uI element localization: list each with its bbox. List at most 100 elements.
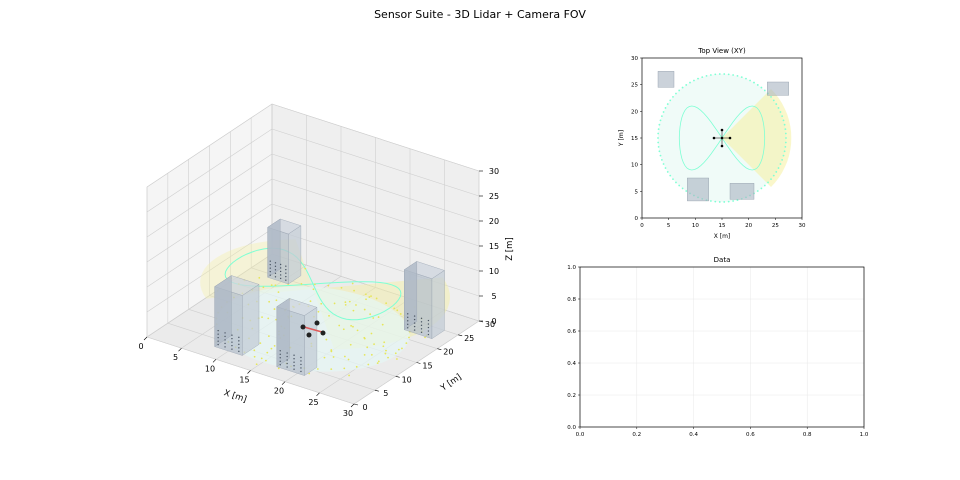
lidar-ring-point [685, 190, 688, 192]
lidar-point [316, 368, 319, 370]
lidar-hit [407, 323, 409, 326]
gridline [271, 103, 480, 172]
lidar-ring-point [657, 132, 660, 135]
lidar-ring-point [772, 99, 775, 102]
lidar-point [353, 289, 355, 292]
lidar-hit [407, 316, 409, 319]
lidar-hit [231, 341, 233, 343]
x-tick-label: 30 [343, 409, 353, 418]
obstacle-face [267, 218, 281, 278]
lidar-point [267, 317, 270, 320]
lidar-ring-point [672, 95, 674, 98]
y-tick-label: 30 [485, 320, 495, 329]
lidar-point [255, 363, 258, 366]
y-tick-label: 0 [362, 403, 367, 412]
x-tick [316, 392, 320, 397]
lidar-point [325, 338, 328, 341]
lidar-hit [274, 272, 277, 275]
lidar-hit [279, 270, 282, 273]
y-tick-label: 0.2 [567, 393, 576, 399]
lidar-hit [238, 350, 240, 353]
x-tick-label: 10 [205, 364, 215, 373]
x-tick-label: 20 [745, 223, 752, 229]
lidar-point [327, 284, 330, 287]
lidar-point [273, 344, 276, 347]
lidar-point [399, 313, 402, 315]
y-tick [416, 362, 421, 364]
lidar-point [363, 353, 366, 356]
lidar-ring-point [657, 141, 660, 144]
lidar-point [328, 314, 330, 317]
y-tick-label: 0.8 [567, 297, 576, 303]
lidar-ring-point [660, 115, 663, 118]
obstacle-face [288, 225, 302, 285]
lidar-ring-point [782, 119, 785, 122]
y-tick-label: 25 [631, 83, 638, 89]
lidar-ring-point [685, 84, 688, 86]
lidar-point [343, 355, 346, 358]
lidar-ring-point [736, 199, 739, 201]
lidar-ring-point [727, 73, 730, 76]
x-tick-label: 0.0 [576, 432, 585, 438]
lidar-point [352, 309, 355, 312]
lidar-point [424, 336, 426, 339]
lidar-ring-point [784, 141, 787, 144]
lidar-point [405, 342, 408, 345]
lidar-point [320, 302, 323, 305]
lidar-ring-point [678, 89, 681, 92]
lidar-hit [279, 274, 282, 276]
lidar-hit [217, 329, 219, 332]
lidar-point [266, 351, 269, 354]
obstacle-top-2 [687, 177, 709, 202]
lidar-point [373, 343, 375, 346]
lidar-ring-point [666, 171, 669, 173]
lidar-point [314, 283, 316, 286]
lidar-point [396, 309, 399, 312]
y-axis-label: Y [m] [438, 372, 463, 394]
lidar-ring-point [782, 154, 785, 157]
lidar-hit [286, 359, 288, 361]
lidar-ring-point [777, 167, 780, 169]
y-tick-label: 15 [422, 362, 432, 371]
lidar-hit [286, 362, 288, 365]
lidar-ring-point [775, 103, 778, 105]
lidar-ring-point [779, 111, 782, 113]
lidar-point [385, 302, 388, 305]
robot-node [720, 144, 724, 148]
lidar-point [347, 358, 350, 361]
lidar-point [351, 282, 354, 285]
lidar-ring-point [736, 75, 739, 77]
lidar-ring-point [659, 119, 662, 122]
lidar-ring-point [732, 200, 735, 202]
lidar-hit [238, 340, 240, 342]
lidar-point [381, 323, 384, 326]
lidar-point [369, 313, 372, 316]
x-tick [212, 359, 217, 363]
lidar-hit [238, 347, 240, 349]
lidar-point [397, 348, 400, 351]
lidar-ring-point [701, 76, 704, 79]
lidar-point [253, 349, 256, 352]
y-tick-label: 0.0 [567, 425, 576, 431]
lidar-hit [285, 272, 287, 274]
data-panel-title: Data [714, 256, 731, 264]
x-tick-label: 0.4 [689, 432, 698, 438]
lidar-hit [427, 323, 430, 325]
lidar-hit [293, 361, 295, 363]
lidar-ring-point [783, 150, 786, 153]
lidar-hit [427, 333, 430, 336]
obstacle-3d-1 [403, 261, 445, 340]
lidar-point [401, 347, 403, 350]
lidar-point [277, 367, 280, 370]
lidar-ring-point [659, 154, 662, 157]
gridline [146, 128, 273, 213]
lidar-hit [269, 270, 271, 273]
lidar-hit [420, 331, 423, 334]
lidar-point [267, 335, 270, 338]
x-tick-label: 10 [692, 223, 699, 229]
lidar-hit [420, 321, 423, 323]
lidar-point [349, 343, 352, 346]
x-tick-label: 25 [308, 398, 318, 407]
